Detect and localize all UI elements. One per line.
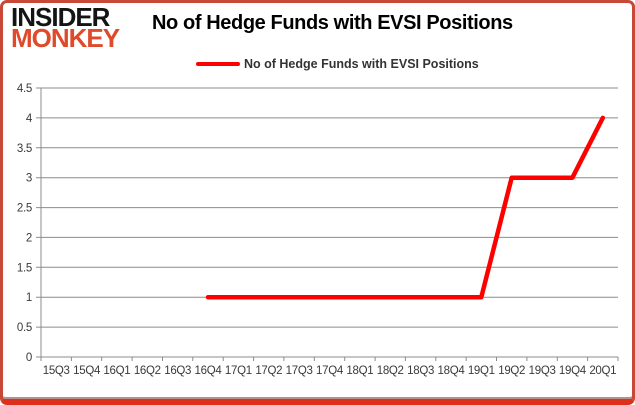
svg-text:1.5: 1.5: [17, 262, 32, 274]
svg-text:19Q2: 19Q2: [498, 365, 525, 377]
svg-text:0.5: 0.5: [17, 322, 32, 334]
svg-text:4: 4: [26, 113, 33, 125]
page-title: No of Hedge Funds with EVSI Positions: [152, 12, 513, 34]
svg-text:18Q1: 18Q1: [346, 365, 373, 377]
svg-text:16Q2: 16Q2: [134, 365, 161, 377]
svg-text:18Q3: 18Q3: [407, 365, 434, 377]
svg-text:18Q2: 18Q2: [377, 365, 404, 377]
svg-text:3.5: 3.5: [17, 143, 32, 155]
svg-text:19Q1: 19Q1: [468, 365, 495, 377]
svg-text:1: 1: [26, 292, 32, 304]
logo-line-monkey: MONKEY: [11, 23, 120, 53]
svg-text:2: 2: [26, 232, 32, 244]
svg-text:17Q3: 17Q3: [286, 365, 313, 377]
svg-text:17Q1: 17Q1: [225, 365, 252, 377]
svg-text:17Q2: 17Q2: [255, 365, 282, 377]
svg-text:18Q4: 18Q4: [438, 365, 466, 377]
svg-text:15Q4: 15Q4: [73, 365, 101, 377]
svg-text:0: 0: [26, 352, 32, 364]
svg-text:19Q3: 19Q3: [529, 365, 556, 377]
legend: No of Hedge Funds with EVSI Positions: [196, 57, 479, 71]
legend-label: No of Hedge Funds with EVSI Positions: [244, 57, 479, 71]
logo-line-insider: INSIDER: [11, 2, 110, 32]
svg-text:16Q4: 16Q4: [195, 365, 223, 377]
svg-text:16Q1: 16Q1: [103, 365, 130, 377]
svg-text:20Q1: 20Q1: [589, 365, 616, 377]
svg-text:4.5: 4.5: [17, 83, 32, 95]
insider-monkey-logo: INSIDER MONKEY: [11, 2, 120, 53]
svg-text:3: 3: [26, 173, 32, 185]
legend-line-swatch: [196, 61, 240, 67]
svg-text:15Q3: 15Q3: [43, 365, 70, 377]
svg-text:2.5: 2.5: [17, 203, 32, 215]
svg-text:16Q3: 16Q3: [164, 365, 191, 377]
svg-text:19Q4: 19Q4: [559, 365, 587, 377]
svg-text:17Q4: 17Q4: [316, 365, 344, 377]
